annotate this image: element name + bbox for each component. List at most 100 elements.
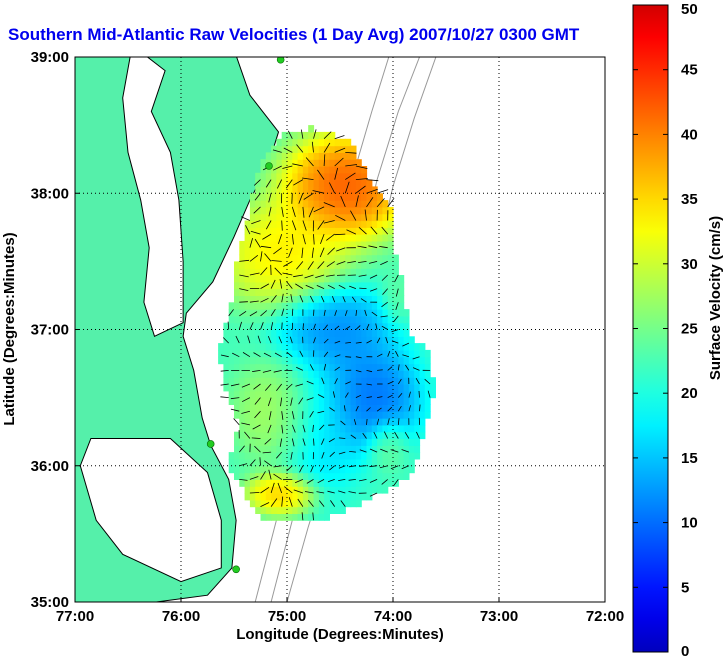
velocity-cell: [260, 404, 267, 412]
velocity-cell: [302, 458, 309, 467]
velocity-cell: [403, 465, 410, 474]
velocity-cell: [334, 397, 341, 405]
velocity-cell: [371, 377, 378, 385]
velocity-cell: [377, 472, 383, 480]
velocity-cell: [361, 493, 368, 501]
velocity-arrow: [376, 337, 381, 344]
velocity-cell: [361, 445, 368, 453]
velocity-cell: [308, 145, 315, 153]
velocity-arrow: [260, 283, 270, 289]
velocity-cell: [313, 145, 320, 153]
velocity-cell: [271, 159, 277, 167]
velocity-cell: [329, 159, 336, 167]
velocity-arrow: [381, 301, 388, 308]
velocity-cell: [255, 349, 262, 358]
velocity-cell: [387, 479, 394, 487]
velocity-cell: [366, 309, 373, 317]
velocity-cell: [239, 349, 246, 358]
velocity-cell: [377, 220, 383, 228]
velocity-cell: [302, 261, 309, 269]
velocity-cell: [249, 275, 256, 283]
velocity-arrow: [302, 234, 306, 245]
velocity-cell: [313, 438, 320, 446]
velocity-cell: [234, 336, 240, 344]
velocity-cell: [260, 397, 267, 405]
velocity-arrow: [295, 283, 304, 289]
velocity-cell: [387, 227, 394, 235]
velocity-cell: [260, 186, 267, 194]
velocity-arrow: [265, 179, 272, 188]
velocity-cell: [324, 152, 330, 160]
velocity-cell: [361, 200, 368, 208]
velocity-arrow: [369, 274, 378, 279]
velocity-cell: [345, 452, 352, 460]
velocity-cell: [260, 452, 267, 460]
velocity-cell: [255, 254, 262, 262]
velocity-cell: [350, 206, 357, 215]
velocity-cell: [302, 145, 309, 153]
velocity-cell: [340, 254, 346, 262]
velocity-arrow: [293, 179, 304, 186]
velocity-cell: [329, 356, 336, 365]
velocity-cell: [340, 172, 346, 181]
velocity-cell: [361, 179, 368, 187]
velocity-arrow: [355, 370, 362, 373]
velocity-cell: [265, 247, 272, 256]
velocity-cell: [271, 275, 277, 283]
velocity-cell: [350, 261, 357, 269]
velocity-cell: [350, 411, 357, 419]
velocity-arrow: [348, 465, 356, 468]
velocity-arrow: [276, 383, 283, 391]
velocity-arrow: [252, 424, 261, 430]
velocity-cell: [329, 295, 336, 303]
velocity-cell: [302, 247, 309, 256]
velocity-cell: [292, 329, 299, 337]
velocity-cell: [281, 486, 288, 494]
velocity-cell: [255, 179, 262, 187]
velocity-cell: [297, 322, 304, 331]
velocity-cell: [324, 193, 330, 201]
velocity-cell: [287, 302, 293, 310]
velocity-cell: [302, 377, 309, 385]
velocity-cell: [292, 431, 299, 440]
velocity-cell: [398, 295, 405, 303]
velocity-cell: [281, 465, 288, 474]
velocity-cell: [377, 322, 383, 331]
x-tick-label: 72:00: [586, 608, 624, 625]
velocity-cell: [329, 166, 336, 174]
velocity-cell: [318, 506, 325, 514]
velocity-cell: [355, 295, 362, 303]
velocity-cell: [329, 138, 336, 147]
velocity-cell: [313, 336, 320, 344]
velocity-arrow: [345, 152, 357, 154]
velocity-arrow: [328, 182, 336, 194]
velocity-cell: [387, 390, 394, 399]
velocity-cell: [292, 213, 299, 222]
velocity-arrow: [317, 169, 325, 180]
velocity-cell: [308, 247, 315, 256]
velocity-cell: [313, 268, 320, 276]
velocity-cell: [377, 254, 383, 262]
velocity-cell: [329, 261, 336, 269]
velocity-cell: [403, 349, 410, 358]
velocity-cell: [234, 445, 240, 453]
velocity-cell: [292, 152, 299, 160]
velocity-arrow: [311, 247, 314, 258]
velocity-cell: [249, 363, 256, 371]
velocity-cell: [255, 363, 262, 371]
velocity-arrow: [273, 370, 282, 373]
velocity-cell: [393, 418, 399, 426]
velocity-cell: [361, 234, 368, 242]
velocity-arrow: [379, 246, 388, 249]
velocity-cell: [265, 302, 272, 310]
velocity-cell: [340, 431, 346, 440]
velocity-cell: [276, 343, 283, 351]
velocity-cell: [340, 138, 346, 147]
velocity-cell: [329, 145, 336, 153]
velocity-cell: [308, 370, 315, 378]
velocity-cell: [302, 322, 309, 331]
velocity-cell: [271, 152, 277, 160]
velocity-arrow: [376, 353, 383, 358]
velocity-cell: [276, 159, 283, 167]
velocity-cell: [377, 227, 383, 235]
